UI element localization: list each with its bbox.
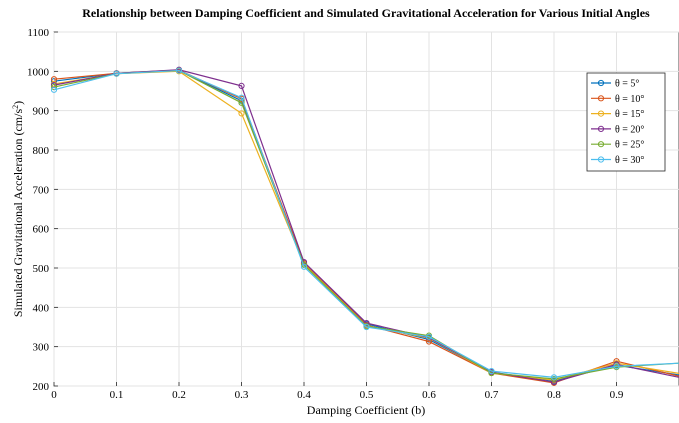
legend-entry: θ = 15° [591,109,644,120]
x-tick-label: 0.1 [110,389,124,401]
data-point [238,110,245,117]
y-tick-label: 600 [33,224,50,236]
y-axis-label-close: ) [11,101,25,105]
data-point [175,67,183,74]
y-tick-label: 500 [33,263,50,275]
x-tick-label: 0.5 [360,389,374,401]
legend-label: θ = 5° [615,79,639,90]
legend-marker [597,156,605,163]
x-tick-label: 0.8 [547,389,561,401]
legend-label: θ = 30° [615,155,644,166]
legend-entry: θ = 25° [591,140,644,151]
y-tick-label: 700 [33,184,50,196]
x-tick-label: 0.3 [235,389,249,401]
y-axis-label-superscript: 2 [11,105,20,109]
legend-entry: θ = 30° [591,155,644,166]
data-point [613,363,620,370]
series-layer [50,66,679,386]
x-tick-label: 0.6 [422,389,436,401]
y-tick-label: 800 [33,145,50,157]
legend-label: θ = 15° [615,109,644,120]
legend-marker [597,95,605,102]
series-6 [50,67,679,381]
legend-marker [597,110,605,117]
legend-marker [597,79,605,87]
legend-marker [597,125,605,132]
legend-label: θ = 10° [615,94,644,105]
x-tick-label: 0.4 [297,389,311,401]
legend-entry: θ = 5° [591,79,639,90]
y-tick-label: 300 [33,342,50,354]
series-line [53,69,679,378]
legend-label: θ = 25° [615,140,644,151]
grid-lines [53,31,679,387]
y-axis-label-main: Simulated Gravitational Acceleration (cm… [11,109,25,318]
legend-marker [597,141,605,148]
data-point [550,374,558,381]
y-tick-label: 1100 [27,27,49,39]
legend-entry: θ = 20° [591,124,644,135]
y-tick-label: 900 [33,106,50,118]
x-tick-label: 0.7 [485,389,499,401]
data-point [425,333,433,340]
series-line [53,69,679,383]
y-tick-label: 400 [33,302,50,314]
legend-box [586,72,666,172]
legend: θ = 5° θ = 10° θ = 15° θ = 20° θ = 25° θ = 30… [586,72,666,172]
data-point [238,82,245,89]
y-tick-label: 1000 [27,66,50,78]
y-axis-label: Simulated Gravitational Acceleration (cm… [11,101,26,317]
data-point [300,263,308,270]
data-point [488,367,495,375]
data-point [363,323,370,331]
legend-entry: θ = 10° [591,94,644,105]
x-tick-label: 0.9 [610,389,624,401]
data-point [238,94,245,101]
x-tick-label: 0 [51,389,57,401]
legend-label: θ = 20° [615,124,644,135]
axis-ticks: 0 0.1 0.2 0.3 0.4 0.5 0.6 0.7 0.8 0.9 200 300 400 500… [27,27,624,401]
data-point [50,86,58,93]
x-axis-label: Damping Coefficient (b) [307,403,425,417]
x-tick-label: 0.2 [172,389,186,401]
chart-title: Relationship between Damping Coefficient… [82,6,650,20]
y-tick-label: 200 [33,381,50,393]
data-point [113,70,120,77]
